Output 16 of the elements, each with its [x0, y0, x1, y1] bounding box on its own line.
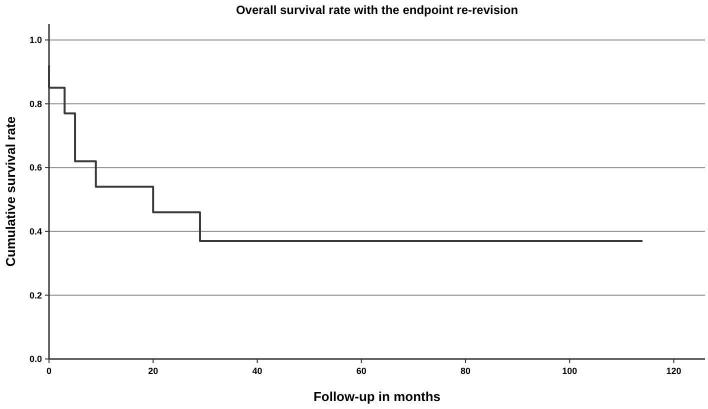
x-tick-label: 120: [666, 366, 682, 376]
y-tick-label: 0.0: [29, 354, 42, 364]
chart-title: Overall survival rate with the endpoint re-revision: [236, 3, 518, 17]
x-tick-label: 60: [356, 366, 366, 376]
y-tick-label: 0.2: [29, 290, 42, 300]
y-tick-label: 0.6: [29, 162, 42, 173]
x-tick-label: 20: [148, 366, 158, 376]
x-tick-label: 100: [562, 366, 578, 376]
x-tick-label: 40: [252, 366, 262, 376]
x-tick-label: 80: [460, 366, 471, 376]
y-axis-title: Cumulative survival rate: [3, 116, 18, 267]
x-tick-label: 0: [46, 366, 52, 376]
y-tick-label: 0.4: [29, 226, 42, 237]
y-tick-label: 0.8: [29, 98, 42, 109]
y-tick-label: 1.0: [29, 35, 42, 46]
x-axis-title: Follow-up in months: [313, 389, 441, 404]
